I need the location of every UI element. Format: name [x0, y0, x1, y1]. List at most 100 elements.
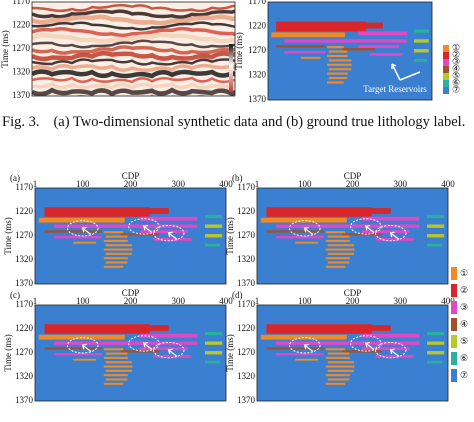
- arrow: [389, 231, 400, 240]
- x-tick-label: 400: [441, 179, 455, 189]
- layer: [362, 230, 410, 234]
- layer: [362, 333, 420, 338]
- layer: [105, 252, 133, 255]
- layer: [266, 207, 372, 217]
- y-tick-label: 1170: [15, 182, 33, 192]
- y-tick-label: 1220: [15, 323, 34, 333]
- y-axis-label: Time (ms): [3, 217, 13, 254]
- reservoir-outline: [152, 224, 185, 242]
- y-tick-label: 1270: [237, 347, 256, 357]
- y-tick-label: 1220: [248, 21, 267, 31]
- layer: [103, 348, 124, 351]
- reflector: [32, 82, 235, 90]
- legend-label: ⑦: [460, 370, 468, 380]
- y-tick-label: 1270: [12, 43, 31, 53]
- arrow: [303, 226, 314, 235]
- layer: [375, 237, 414, 241]
- reflector: [32, 9, 235, 19]
- layer: [327, 361, 355, 364]
- reflector: [32, 76, 235, 84]
- y-axis-label: Time (ms): [3, 334, 13, 371]
- lithology-image: [34, 304, 227, 402]
- colorbar: [229, 44, 233, 92]
- arrow: [364, 224, 375, 233]
- x-tick-label: 100: [76, 296, 90, 306]
- y-tick-label: 1370: [15, 278, 34, 288]
- layer: [327, 235, 350, 238]
- layer: [327, 352, 350, 355]
- arrow: [303, 343, 314, 352]
- y-tick-label: 1320: [15, 254, 34, 264]
- colorbar-label: ④: [452, 64, 460, 74]
- lithology-layers: [257, 188, 448, 284]
- arrow: [167, 348, 178, 357]
- layer: [325, 231, 346, 234]
- y-tick-label: 1370: [12, 90, 31, 100]
- layer: [328, 50, 348, 53]
- layer: [103, 374, 128, 377]
- reflector: [32, 87, 235, 96]
- layer: [369, 52, 403, 56]
- reflector: [51, 94, 227, 96]
- layer: [276, 224, 420, 228]
- layer: [362, 216, 420, 221]
- arrow: [389, 348, 400, 357]
- frame: [256, 304, 449, 402]
- x-tick-label: 1: [255, 179, 260, 189]
- legend-swatch: [451, 369, 457, 382]
- colorbar-label: ⑤: [452, 71, 460, 81]
- arrow: [142, 341, 153, 350]
- y-tick-label: 1270: [15, 347, 34, 357]
- layer: [426, 224, 445, 228]
- layer: [204, 351, 223, 355]
- layer: [328, 68, 352, 71]
- legend-label: ⑤: [460, 336, 468, 346]
- y-tick-label: 1270: [15, 230, 34, 240]
- layer: [204, 214, 223, 219]
- layer: [325, 348, 346, 351]
- colorbar-label: ①: [452, 43, 460, 53]
- layer: [426, 331, 445, 336]
- layer: [327, 72, 348, 75]
- x-tick-label: 200: [346, 179, 360, 189]
- layer: [105, 369, 133, 372]
- layer: [325, 257, 350, 260]
- layer: [325, 374, 350, 377]
- layer: [366, 22, 383, 29]
- layer: [204, 243, 221, 247]
- legend-label: ④: [460, 319, 468, 329]
- lithology-layers: [257, 305, 448, 401]
- y-tick-label: 1270: [248, 45, 267, 55]
- layer: [375, 354, 414, 358]
- layer: [327, 244, 355, 247]
- y-tick-label: 1370: [237, 278, 256, 288]
- y-tick-label: 1270: [237, 230, 256, 240]
- panel-label: (a): [10, 173, 20, 183]
- frame: [34, 187, 227, 285]
- lithology-image: [34, 187, 227, 285]
- lithology-layers: [35, 188, 226, 284]
- colorbar-label: ②: [452, 50, 460, 60]
- reflector: [32, 58, 235, 66]
- layer: [105, 378, 128, 381]
- y-tick-label: 1370: [237, 395, 256, 405]
- layer: [44, 324, 150, 334]
- layer: [54, 224, 198, 228]
- colorbar-swatch: [443, 59, 449, 66]
- legend-label: ③: [460, 302, 468, 312]
- layer: [284, 51, 326, 54]
- layer: [328, 59, 352, 62]
- layer: [295, 358, 319, 361]
- caption: Fig. 3. (a) Two-dimensional synthetic dat…: [2, 113, 470, 132]
- reflector: [32, 69, 235, 79]
- layer: [103, 248, 133, 251]
- y-axis-label: Time (ms): [234, 32, 244, 69]
- layer: [426, 341, 445, 345]
- layer: [266, 324, 372, 334]
- layer: [204, 234, 223, 238]
- lithology-image: [256, 187, 449, 285]
- lithology-layers: [35, 305, 226, 401]
- panel-label: (c): [10, 290, 20, 300]
- layer: [153, 354, 192, 358]
